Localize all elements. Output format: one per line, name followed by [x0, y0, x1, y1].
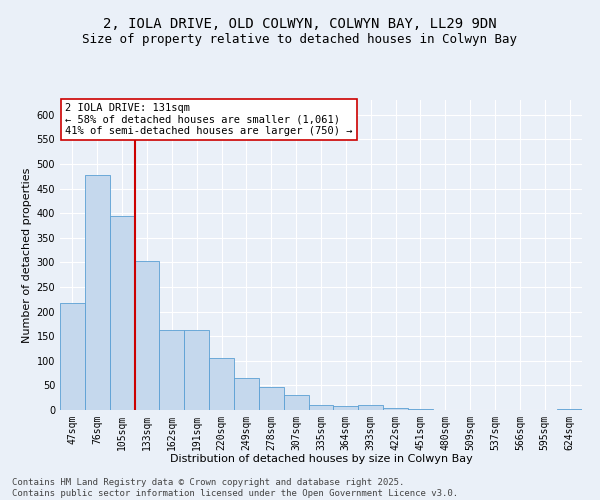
- Bar: [557, 408, 582, 410]
- Text: 2, IOLA DRIVE, OLD COLWYN, COLWYN BAY, LL29 9DN: 2, IOLA DRIVE, OLD COLWYN, COLWYN BAY, L…: [103, 18, 497, 32]
- Bar: [334, 406, 358, 410]
- Text: Contains HM Land Registry data © Crown copyright and database right 2025.
Contai: Contains HM Land Registry data © Crown c…: [12, 478, 458, 498]
- Bar: [60, 302, 85, 410]
- Bar: [408, 409, 433, 410]
- Bar: [184, 330, 209, 410]
- Bar: [110, 216, 134, 410]
- Bar: [383, 408, 408, 410]
- Bar: [160, 330, 184, 410]
- X-axis label: Distribution of detached houses by size in Colwyn Bay: Distribution of detached houses by size …: [170, 454, 472, 464]
- Bar: [308, 405, 334, 410]
- Bar: [358, 405, 383, 410]
- Text: 2 IOLA DRIVE: 131sqm
← 58% of detached houses are smaller (1,061)
41% of semi-de: 2 IOLA DRIVE: 131sqm ← 58% of detached h…: [65, 103, 353, 136]
- Bar: [259, 387, 284, 410]
- Y-axis label: Number of detached properties: Number of detached properties: [22, 168, 32, 342]
- Bar: [134, 262, 160, 410]
- Bar: [209, 358, 234, 410]
- Bar: [85, 175, 110, 410]
- Bar: [234, 378, 259, 410]
- Bar: [284, 395, 308, 410]
- Text: Size of property relative to detached houses in Colwyn Bay: Size of property relative to detached ho…: [83, 32, 517, 46]
